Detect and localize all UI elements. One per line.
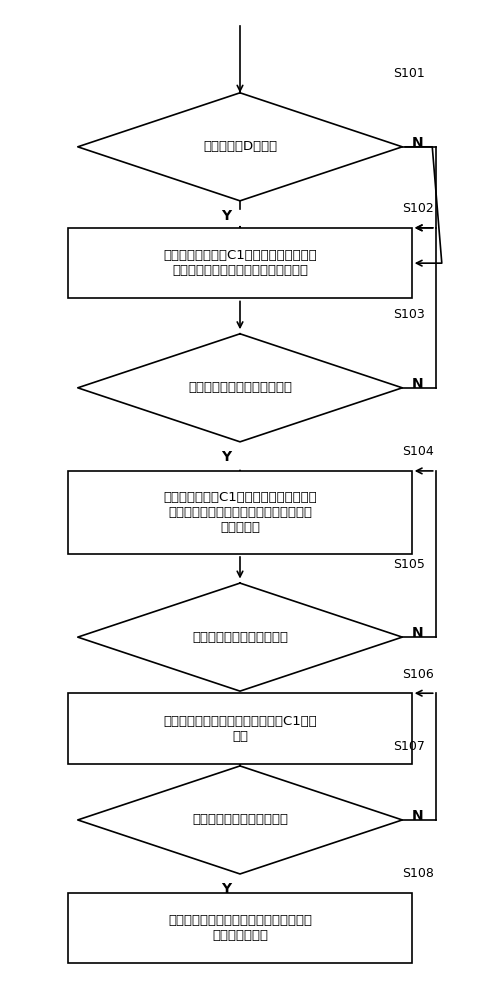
Polygon shape bbox=[78, 334, 402, 442]
Text: N: N bbox=[412, 809, 423, 823]
FancyBboxPatch shape bbox=[68, 471, 412, 554]
Text: 控制所述等效离合器的压力值快速上升至
最大闭锁压力值: 控制所述等效离合器的压力值快速上升至 最大闭锁压力值 bbox=[168, 914, 312, 942]
Polygon shape bbox=[78, 93, 402, 201]
Text: 持续时间大于预设的时间阁值: 持续时间大于预设的时间阁值 bbox=[188, 381, 292, 394]
Text: N: N bbox=[412, 377, 423, 391]
Text: 等效滑差小于第二判断阁值: 等效滑差小于第二判断阁值 bbox=[192, 813, 288, 826]
Text: 等效滑差小于第一判断阁值: 等效滑差小于第一判断阁值 bbox=[192, 631, 288, 644]
Text: S107: S107 bbox=[393, 740, 425, 753]
Text: S104: S104 bbox=[402, 445, 434, 458]
Text: 换挡杆处于D挡位置: 换挡杆处于D挡位置 bbox=[203, 140, 277, 153]
Text: 按照一定斜率提高所述等效离合器C1的压
力值: 按照一定斜率提高所述等效离合器C1的压 力值 bbox=[163, 715, 317, 743]
Text: S102: S102 bbox=[402, 202, 434, 215]
Polygon shape bbox=[78, 583, 402, 691]
Text: Y: Y bbox=[221, 209, 231, 223]
Text: S108: S108 bbox=[402, 867, 434, 880]
FancyBboxPatch shape bbox=[68, 693, 412, 764]
Text: N: N bbox=[412, 136, 423, 150]
Text: 控制将等效离合器C1的压力值保持在预先
设置的整车准备起步时所需要的压力值: 控制将等效离合器C1的压力值保持在预先 设置的整车准备起步时所需要的压力值 bbox=[163, 249, 317, 277]
Text: Y: Y bbox=[221, 699, 231, 713]
Text: S103: S103 bbox=[393, 308, 424, 321]
Polygon shape bbox=[78, 766, 402, 874]
FancyBboxPatch shape bbox=[68, 893, 412, 963]
Text: Y: Y bbox=[221, 882, 231, 896]
Text: S105: S105 bbox=[393, 558, 425, 571]
Text: S101: S101 bbox=[393, 67, 424, 80]
Text: S106: S106 bbox=[402, 668, 434, 681]
Text: Y: Y bbox=[221, 450, 231, 464]
Text: N: N bbox=[412, 626, 423, 640]
FancyBboxPatch shape bbox=[68, 228, 412, 298]
Text: 控制等效离合器C1的压力，将发动机输出
的扔矩通过所述等效离合器输出到变速器
的输出轴上: 控制等效离合器C1的压力，将发动机输出 的扔矩通过所述等效离合器输出到变速器 的… bbox=[163, 491, 317, 534]
